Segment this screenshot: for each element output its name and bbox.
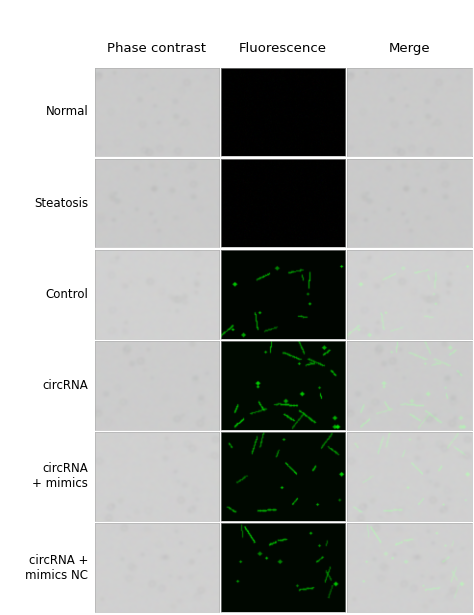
Text: Fluorescence: Fluorescence: [239, 42, 327, 55]
Text: Control: Control: [46, 288, 88, 301]
Text: circRNA: circRNA: [43, 379, 88, 392]
Text: Phase contrast: Phase contrast: [108, 42, 207, 55]
Text: circRNA +
mimics NC: circRNA + mimics NC: [25, 554, 88, 582]
Text: Merge: Merge: [389, 42, 430, 55]
Text: Steatosis: Steatosis: [34, 197, 88, 210]
Text: Normal: Normal: [46, 106, 88, 119]
Text: circRNA
+ mimics: circRNA + mimics: [32, 462, 88, 491]
